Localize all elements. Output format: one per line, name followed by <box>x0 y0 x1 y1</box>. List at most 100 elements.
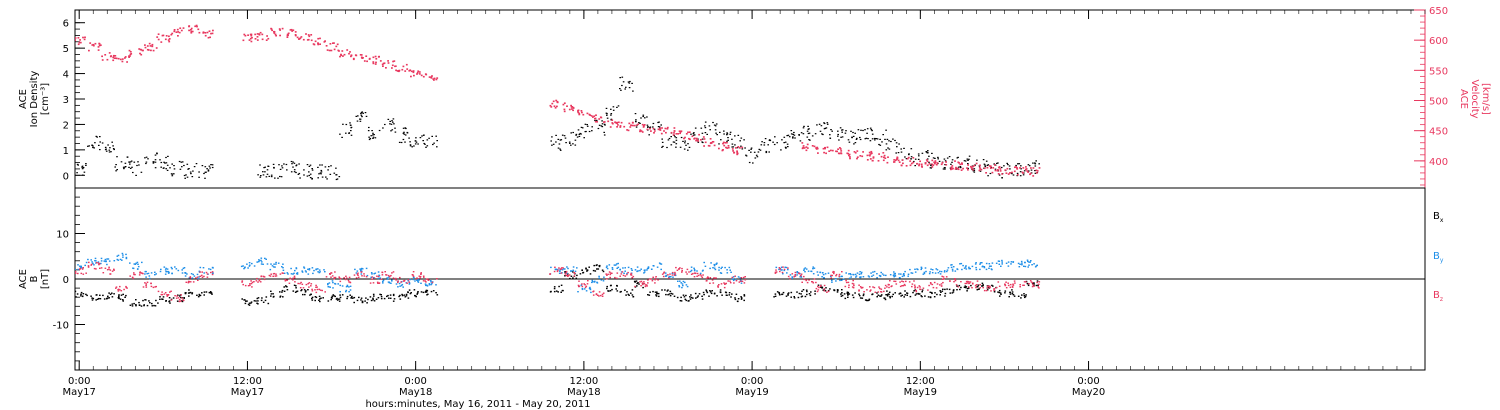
data-point <box>849 157 851 160</box>
data-point <box>651 268 653 270</box>
data-point <box>361 116 363 118</box>
data-point <box>319 43 321 45</box>
data-point <box>929 296 932 298</box>
data-point <box>967 287 970 289</box>
data-point <box>624 275 627 277</box>
data-point <box>357 274 359 276</box>
data-point <box>976 159 978 161</box>
data-point <box>104 258 107 261</box>
data-point <box>389 123 391 125</box>
data-point <box>883 154 886 157</box>
data-point <box>185 281 188 283</box>
data-point <box>286 169 288 171</box>
data-point <box>870 129 873 131</box>
data-point <box>581 287 584 290</box>
data-point <box>431 75 433 77</box>
data-point <box>113 260 116 262</box>
data-point <box>841 129 844 131</box>
data-point <box>916 162 918 165</box>
data-point <box>1032 167 1035 169</box>
data-point <box>256 302 258 304</box>
data-point <box>247 267 249 269</box>
data-point <box>933 161 936 164</box>
data-point <box>368 57 371 60</box>
data-point <box>307 289 309 291</box>
data-point <box>167 270 170 273</box>
data-point <box>407 280 409 282</box>
data-point <box>951 270 954 272</box>
data-point <box>417 291 419 293</box>
data-point <box>840 295 843 297</box>
data-point <box>423 142 425 145</box>
data-point <box>735 280 738 282</box>
data-point <box>814 290 816 292</box>
data-point <box>160 41 163 43</box>
data-point <box>405 293 408 296</box>
data-point <box>395 283 398 285</box>
data-point <box>943 277 945 280</box>
data-point <box>679 300 682 302</box>
data-point <box>335 45 338 48</box>
data-point <box>260 259 262 262</box>
data-point <box>643 282 646 285</box>
data-point <box>348 276 351 279</box>
data-point <box>305 271 307 273</box>
data-point <box>806 130 809 132</box>
data-point <box>391 64 394 67</box>
data-point <box>361 57 364 59</box>
data-point <box>262 263 264 265</box>
data-point <box>140 48 142 51</box>
data-point <box>663 271 666 273</box>
data-point <box>164 38 167 41</box>
data-point <box>274 177 276 179</box>
data-point <box>279 296 281 298</box>
data-point <box>430 290 433 293</box>
data-point <box>848 273 850 275</box>
data-point <box>689 270 692 273</box>
data-point <box>94 260 96 262</box>
data-point <box>257 281 259 283</box>
data-point <box>919 288 922 291</box>
data-point <box>420 291 423 293</box>
data-point <box>708 145 711 147</box>
data-point <box>376 281 379 283</box>
data-point <box>97 261 100 263</box>
data-point <box>646 124 649 126</box>
data-point <box>113 269 115 271</box>
data-point <box>621 76 624 78</box>
data-point <box>682 284 684 287</box>
data-point <box>922 273 925 275</box>
data-point <box>253 300 256 302</box>
data-point <box>837 148 839 150</box>
data-point <box>940 163 943 166</box>
data-point <box>317 42 319 44</box>
data-point <box>292 161 294 163</box>
data-point <box>272 293 274 295</box>
data-point <box>712 141 715 143</box>
data-point <box>852 274 855 276</box>
data-point <box>594 270 597 272</box>
data-point <box>99 44 102 46</box>
data-point <box>787 292 790 294</box>
data-point <box>319 289 322 291</box>
data-point <box>209 167 211 169</box>
data-point <box>667 139 670 141</box>
data-point <box>1038 283 1040 285</box>
data-point <box>718 143 720 145</box>
data-point <box>1015 166 1017 168</box>
data-point <box>1029 280 1032 282</box>
data-point <box>798 134 800 136</box>
data-point <box>729 133 731 135</box>
data-point <box>721 266 723 268</box>
data-point <box>241 298 243 300</box>
data-point <box>767 144 769 146</box>
data-point <box>417 70 420 72</box>
data-point <box>823 122 826 125</box>
data-point <box>631 294 634 296</box>
data-point <box>557 138 560 140</box>
data-point <box>617 266 620 269</box>
data-point <box>944 167 946 169</box>
data-point <box>895 152 897 154</box>
data-point <box>904 294 906 296</box>
data-point <box>1036 172 1038 174</box>
